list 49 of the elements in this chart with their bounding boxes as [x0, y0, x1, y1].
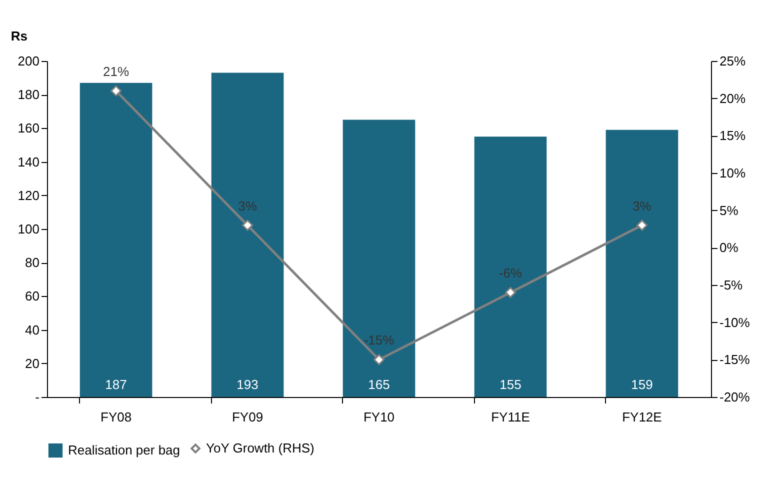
bar: [606, 130, 678, 397]
y2-tick-label: -10%: [720, 314, 750, 330]
y2-tick-label: 15%: [720, 128, 746, 144]
point: [374, 354, 384, 366]
data-label: 21%: [103, 64, 130, 79]
y-tick-label: 40: [25, 322, 40, 338]
bar: [474, 136, 547, 397]
y2-tick-label: -15%: [720, 352, 750, 368]
data-label: 155: [500, 377, 522, 392]
y-tick-label: 120: [18, 188, 40, 203]
legend-label: YoY Growth (RHS): [206, 440, 314, 456]
bar: [211, 72, 284, 397]
y-tick-label: 200: [18, 54, 40, 68]
x-tick-label: FY09: [232, 410, 264, 424]
y2-tick-label: 0%: [720, 240, 739, 256]
y-tick-label: 180: [18, 87, 40, 102]
point: [242, 220, 254, 231]
y-tick-label: 100: [18, 222, 40, 236]
y2-tick-label: -20%: [720, 390, 750, 404]
x-tick-label: FY11E: [491, 410, 530, 424]
data-label: -15%: [364, 332, 395, 348]
point: [110, 85, 122, 96]
x-tick-label: FY08: [100, 410, 132, 424]
y-axis-title: Rs: [10, 28, 28, 44]
bar: [80, 82, 152, 397]
y-tick-label: -: [35, 390, 40, 404]
y2-tick-label: -5%: [720, 278, 744, 292]
y-tick-label: 60: [25, 288, 40, 304]
data-label: -6%: [498, 265, 522, 280]
y2-tick-label: 5%: [720, 202, 739, 218]
bar: [342, 120, 416, 397]
y-tick-label: 80: [25, 255, 40, 270]
y-tick-label: 20: [25, 356, 40, 371]
point: [636, 220, 648, 231]
data-label: 187: [105, 377, 127, 392]
legend-label: Realisation per bag: [68, 442, 180, 458]
y2-tick-label: 10%: [720, 166, 746, 180]
x-tick-label: FY12E: [622, 410, 662, 424]
x-tick-label: FY10: [363, 410, 395, 424]
data-label: 159: [631, 377, 653, 392]
data-label: 3%: [632, 198, 652, 214]
data-label: 3%: [238, 198, 258, 214]
data-label: 165: [368, 377, 390, 392]
y2-tick-label: 20%: [720, 90, 746, 106]
point: [504, 286, 516, 298]
data-label: 193: [236, 377, 258, 392]
y-tick-label: 160: [18, 120, 40, 136]
y-tick-label: 140: [18, 154, 40, 170]
y2-tick-label: 25%: [720, 54, 746, 68]
